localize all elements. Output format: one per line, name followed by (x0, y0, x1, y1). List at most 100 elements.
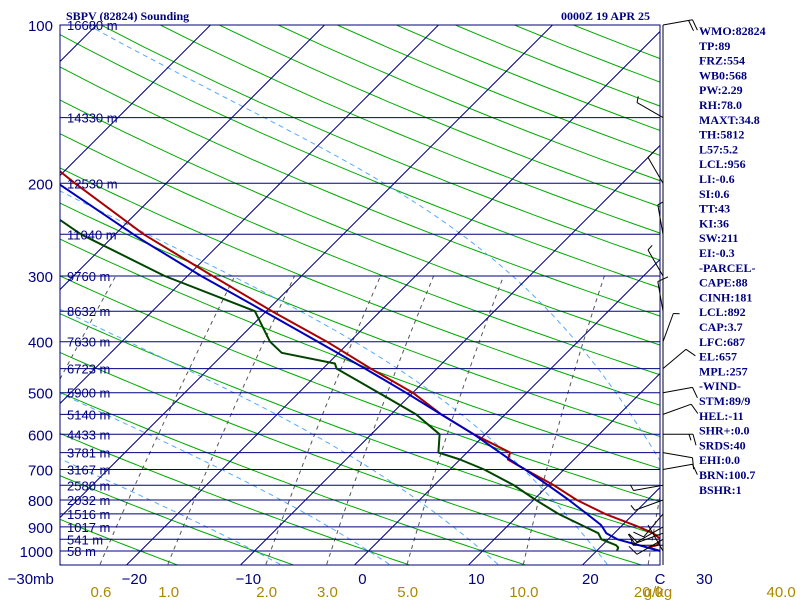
wind-barb-staff (633, 484, 664, 491)
height-label: 3781 m (67, 446, 110, 461)
wind-barb-staff (634, 532, 664, 544)
wind-barb-half-feather (629, 484, 634, 491)
stability-index-13: KI:36 (699, 216, 729, 230)
wind-barb-staff (647, 249, 664, 277)
wind-barb-half-feather (688, 434, 692, 441)
wind-barb (647, 244, 664, 277)
mixing-ratio-label: 5.0 (397, 584, 418, 600)
wind-barb-feather (627, 533, 636, 544)
wind-barb-staff (662, 348, 687, 369)
isotherm (125, 30, 660, 565)
wind-barb-staff (643, 513, 664, 538)
wind-barb (662, 348, 696, 369)
stability-index-1: TP:89 (699, 39, 730, 53)
wind-barb-staff (647, 157, 664, 184)
wind-barb-staff (662, 463, 693, 470)
stability-index-14: SW:211 (699, 231, 738, 245)
pressure-tick-label: 800 (28, 493, 53, 510)
stability-index-11: SI:0.6 (699, 187, 729, 201)
dry-adiabat (60, 33, 660, 289)
height-label: 6723 m (67, 362, 110, 377)
wind-barb-feather (647, 148, 657, 158)
wind-barb (662, 452, 695, 470)
mixing-ratio-label: 10.0 (509, 584, 538, 600)
wind-barb-feather (692, 387, 698, 399)
stability-index-30: BRN:100.7 (699, 468, 755, 482)
wind-barb (628, 538, 664, 555)
dry-adiabat (60, 518, 179, 565)
height-label: 3167 m (67, 463, 110, 478)
isotherm (467, 372, 660, 565)
wind-barb-staff (662, 19, 693, 26)
wind-barb (628, 526, 664, 543)
stability-index-3: WB0:568 (699, 68, 747, 82)
temperature-tick-label: −30 (8, 571, 33, 588)
wind-barb-feather (692, 457, 695, 470)
height-label: 16680 m (67, 18, 118, 33)
wind-barb (663, 433, 697, 446)
wind-barb (636, 96, 664, 119)
chart-profiles (60, 170, 660, 552)
stability-index-26: HEL:-11 (699, 409, 744, 423)
temperature-tick-label: 10 (468, 571, 485, 588)
mixing-ratio-label: 0.6 (90, 584, 111, 600)
isotherm (60, 25, 326, 291)
mixing-ratio-label: 3.0 (317, 584, 338, 600)
chart-title: SBPV (82824) Sounding (66, 9, 189, 23)
height-label: 58 m (67, 544, 96, 559)
moist-adiabat (87, 25, 660, 462)
wind-barb-half-feather (630, 539, 634, 546)
wind-barb (662, 313, 680, 342)
stability-index-17: CAPE:88 (699, 276, 748, 290)
wind-barb-feather (685, 348, 696, 357)
mixing-ratio-line (60, 275, 117, 381)
pressure-tick-label: 400 (28, 335, 53, 352)
dry-adiabat (60, 475, 295, 565)
height-label: 12530 m (67, 176, 118, 191)
pressure-tick-label: 200 (28, 176, 53, 193)
temperature-tick-label: −20 (122, 571, 147, 588)
isotherm (60, 25, 554, 519)
mixing-ratio-unit: g/kg (644, 584, 672, 600)
temperature-tick-label: −10 (236, 571, 261, 588)
wind-barb-staff (662, 452, 693, 459)
temperature-axis-unit: C (655, 571, 666, 588)
wind-barb-staff (636, 526, 664, 543)
temperature-tick-label: 0 (358, 571, 366, 588)
wind-barb (630, 539, 663, 546)
pressure-axis-unit: mb (33, 571, 54, 588)
height-label: 2032 m (67, 493, 110, 508)
wind-barb (657, 276, 669, 312)
mixing-ratio-label: 40.0 (766, 584, 795, 600)
wind-barb-staff (662, 386, 693, 394)
mixing-ratio-line (326, 275, 435, 565)
wind-barb-feather (690, 403, 699, 414)
pressure-tick-label: 1000 (20, 544, 53, 561)
height-label: 1017 m (67, 520, 110, 535)
wind-barb (662, 386, 698, 399)
height-label: 8632 m (67, 304, 110, 319)
mixing-ratio-label: 2.0 (256, 584, 277, 600)
mixing-ratio-line (167, 275, 295, 565)
stability-index-18: CINH:181 (699, 290, 752, 304)
height-label: 4433 m (67, 427, 110, 442)
wind-barb-staff (657, 281, 664, 312)
stability-index-6: MAXT:34.8 (699, 113, 760, 127)
pressure-tick-label: 300 (28, 269, 53, 286)
mixing-ratio-label: 1.0 (158, 584, 179, 600)
pressure-tick-label: 600 (28, 427, 53, 444)
stability-index-29: EHI:0.0 (699, 453, 740, 467)
stability-index-10: LI:-0.6 (699, 172, 735, 186)
mixing-ratio-line (406, 275, 505, 565)
dry-adiabat (60, 99, 660, 346)
isotherm (353, 258, 660, 565)
wind-barb-feather (628, 545, 638, 555)
wind-barb-column (627, 19, 699, 565)
stability-index-5: RH:78.0 (699, 98, 742, 112)
stability-index-9: LCL:956 (699, 157, 746, 171)
stability-index-2: FRZ:554 (699, 54, 745, 68)
moist-adiabat (60, 392, 390, 565)
wind-barb-staff (634, 499, 664, 511)
height-label: 2580 m (67, 478, 110, 493)
